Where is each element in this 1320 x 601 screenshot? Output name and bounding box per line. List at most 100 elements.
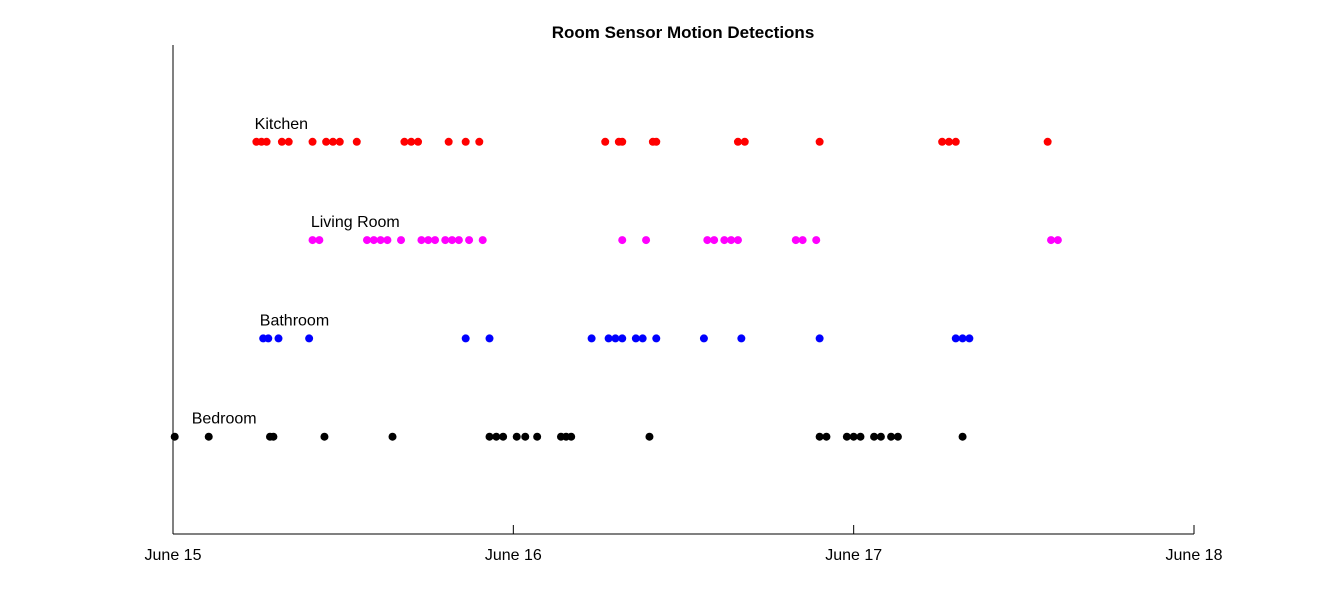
data-point xyxy=(618,137,627,146)
data-point xyxy=(431,236,440,245)
data-point xyxy=(1053,236,1062,245)
x-tick-label: June 15 xyxy=(145,547,202,564)
data-point xyxy=(305,334,314,343)
data-point xyxy=(720,236,729,245)
data-point xyxy=(618,334,627,343)
data-point xyxy=(587,334,596,343)
data-point xyxy=(638,334,647,343)
data-point xyxy=(822,432,831,441)
data-point xyxy=(485,432,494,441)
data-point xyxy=(876,432,885,441)
data-point xyxy=(703,236,712,245)
series-label: Bedroom xyxy=(192,411,257,428)
data-point xyxy=(328,137,337,146)
data-point xyxy=(733,137,742,146)
data-point xyxy=(376,236,385,245)
data-point xyxy=(352,137,361,146)
data-point xyxy=(262,137,271,146)
data-point xyxy=(478,236,487,245)
data-point xyxy=(601,137,610,146)
data-point xyxy=(465,236,474,245)
data-point xyxy=(320,432,329,441)
chart-title: Room Sensor Motion Detections xyxy=(552,23,815,42)
data-point xyxy=(369,236,378,245)
data-point xyxy=(1047,236,1056,245)
data-point xyxy=(812,236,821,245)
data-point xyxy=(274,334,283,343)
series-living-room: Living Room xyxy=(308,214,1062,245)
data-point xyxy=(533,432,542,441)
data-point xyxy=(308,137,317,146)
data-point xyxy=(492,432,501,441)
data-point xyxy=(400,137,409,146)
data-point xyxy=(322,137,331,146)
data-point xyxy=(611,334,620,343)
data-point xyxy=(631,334,640,343)
series-label: Bathroom xyxy=(260,312,329,329)
data-point xyxy=(604,334,613,343)
data-point xyxy=(204,432,213,441)
data-point xyxy=(388,432,397,441)
data-point xyxy=(815,334,824,343)
data-point xyxy=(944,137,953,146)
data-point xyxy=(791,236,800,245)
data-point xyxy=(699,334,708,343)
x-tick-label: June 16 xyxy=(485,547,542,564)
data-point xyxy=(727,236,736,245)
data-point xyxy=(815,137,824,146)
data-point xyxy=(448,236,457,245)
data-point xyxy=(454,236,463,245)
data-point xyxy=(958,334,967,343)
series-label: Kitchen xyxy=(255,116,308,133)
series-label: Living Room xyxy=(311,214,400,231)
data-point xyxy=(475,137,484,146)
data-point xyxy=(958,432,967,441)
x-tick-label: June 17 xyxy=(825,547,882,564)
data-point xyxy=(842,432,851,441)
x-tick-label: June 18 xyxy=(1166,547,1223,564)
series-kitchen: Kitchen xyxy=(252,116,1052,146)
data-point xyxy=(335,137,344,146)
data-point xyxy=(284,137,293,146)
data-point xyxy=(264,334,273,343)
data-point xyxy=(893,432,902,441)
data-point xyxy=(849,432,858,441)
data-point xyxy=(951,137,960,146)
data-point xyxy=(951,334,960,343)
data-point xyxy=(567,432,576,441)
data-point xyxy=(652,334,661,343)
data-point xyxy=(170,432,179,441)
data-point xyxy=(710,236,719,245)
data-point xyxy=(856,432,865,441)
data-point xyxy=(315,236,324,245)
data-point xyxy=(642,236,651,245)
data-point xyxy=(652,137,661,146)
data-point xyxy=(733,236,742,245)
data-point xyxy=(887,432,896,441)
data-point xyxy=(645,432,654,441)
data-point xyxy=(521,432,530,441)
data-point xyxy=(461,334,470,343)
data-point xyxy=(798,236,807,245)
data-point xyxy=(737,334,746,343)
data-point xyxy=(938,137,947,146)
data-point xyxy=(618,236,627,245)
data-point xyxy=(1043,137,1052,146)
series-bathroom: Bathroom xyxy=(259,312,974,343)
data-point xyxy=(362,236,371,245)
data-point xyxy=(444,137,453,146)
series-group: Kitchen Living Room Bathroom Bedroom xyxy=(170,116,1062,441)
data-point xyxy=(512,432,521,441)
data-point xyxy=(383,236,392,245)
data-point xyxy=(424,236,433,245)
data-point xyxy=(499,432,508,441)
data-point xyxy=(407,137,416,146)
series-bedroom: Bedroom xyxy=(170,411,967,441)
data-point xyxy=(815,432,824,441)
data-point xyxy=(308,236,317,245)
data-point xyxy=(461,137,470,146)
data-point xyxy=(277,137,286,146)
data-point xyxy=(870,432,879,441)
data-point xyxy=(965,334,974,343)
